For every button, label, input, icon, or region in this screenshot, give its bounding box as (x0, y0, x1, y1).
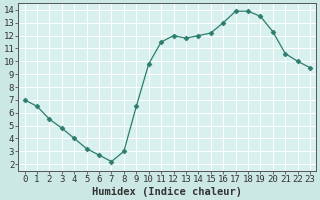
X-axis label: Humidex (Indice chaleur): Humidex (Indice chaleur) (92, 186, 242, 197)
